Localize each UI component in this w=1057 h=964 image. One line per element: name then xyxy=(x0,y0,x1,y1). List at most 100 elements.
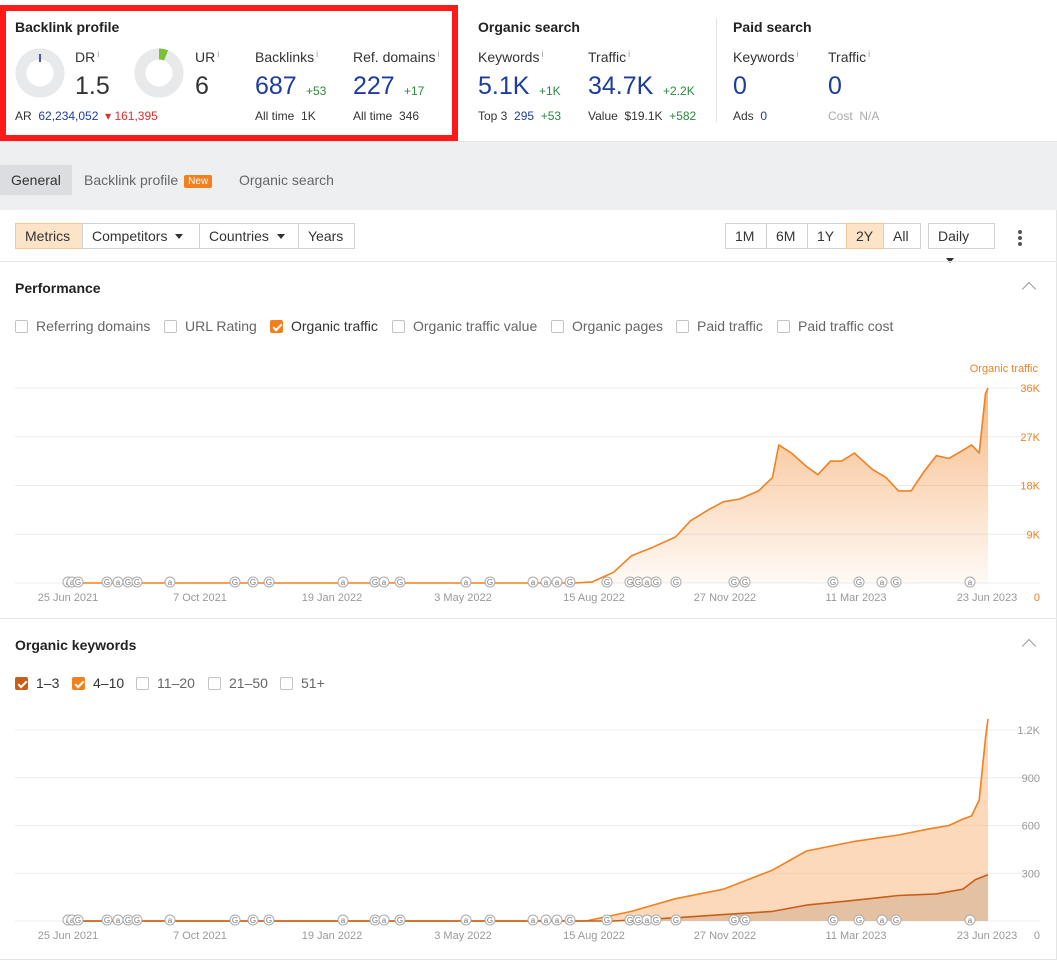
series-line-4-10 xyxy=(68,718,989,922)
organic-keywords-delta: +1K xyxy=(539,84,561,98)
checkbox-organic-pages[interactable]: Organic pages xyxy=(551,318,663,334)
series-line-1-3 xyxy=(68,874,989,922)
svg-text:a: a xyxy=(531,578,536,587)
checkbox-organic-traffic[interactable]: Organic traffic xyxy=(270,318,378,334)
svg-text:G: G xyxy=(604,916,610,925)
checkbox-organic-traffic-value[interactable]: Organic traffic value xyxy=(392,318,537,334)
checkbox-pos-11-20[interactable]: 11–20 xyxy=(136,675,195,691)
competitors-dropdown[interactable]: Competitors xyxy=(82,223,200,249)
svg-text:a: a xyxy=(116,916,121,925)
top3-value[interactable]: 295 xyxy=(514,109,535,123)
ur-donut-icon xyxy=(134,48,184,98)
google-update-marker-icon: G xyxy=(601,914,613,926)
paid-traffic-label[interactable]: Traffic i xyxy=(828,49,871,65)
svg-text:a: a xyxy=(880,578,885,587)
refdomains-label[interactable]: Ref. domains i xyxy=(353,49,440,65)
collapse-chevron-icon[interactable] xyxy=(1021,638,1037,654)
organic-traffic-value[interactable]: 34.7K xyxy=(588,72,654,100)
x-tick-label: 27 Nov 2022 xyxy=(694,592,756,604)
granularity-dropdown[interactable]: Daily xyxy=(928,223,995,263)
backlinks-alltime: All time 1K xyxy=(255,109,316,123)
google-update-marker-icon: G xyxy=(739,914,751,926)
organic-keywords-value[interactable]: 5.1K xyxy=(478,72,530,100)
y-tick-label: 18K xyxy=(1020,481,1040,493)
refdomains-value[interactable]: 227 xyxy=(353,72,395,100)
svg-text:a: a xyxy=(464,916,469,925)
checkbox-pos-21-50[interactable]: 21–50 xyxy=(208,675,268,691)
svg-text:G: G xyxy=(856,578,862,587)
backlinks-value[interactable]: 687 xyxy=(255,72,297,100)
google-update-marker-icon: G xyxy=(229,914,241,926)
organic-traffic-label[interactable]: Traffic i xyxy=(588,49,631,65)
ar-value[interactable]: 62,234,052 xyxy=(38,109,99,123)
svg-text:G: G xyxy=(567,916,573,925)
range-1y-button[interactable]: 1Y xyxy=(807,223,847,249)
svg-text:a: a xyxy=(116,578,121,587)
svg-text:G: G xyxy=(397,916,403,925)
tab-backlink-profile[interactable]: Backlink profile New xyxy=(73,165,223,195)
ahrefs-update-marker-icon: a xyxy=(527,914,539,926)
range-all-button[interactable]: All xyxy=(883,223,921,249)
range-2y-button[interactable]: 2Y xyxy=(846,223,884,249)
checkbox-referring-domains[interactable]: Referring domains xyxy=(15,318,150,334)
organic-keywords-label[interactable]: Keywords i xyxy=(478,49,544,65)
x-tick-label: 25 Jun 2021 xyxy=(38,592,99,604)
paid-keywords-value[interactable]: 0 xyxy=(733,72,747,100)
x-tick-label: 25 Jun 2021 xyxy=(38,930,99,942)
google-update-marker-icon: G xyxy=(394,914,406,926)
top3-row: Top 3 295 +53 xyxy=(478,109,562,123)
metrics-button[interactable]: Metrics xyxy=(15,223,83,249)
svg-text:G: G xyxy=(673,578,679,587)
svg-text:G: G xyxy=(487,916,493,925)
organic-search-title: Organic search xyxy=(478,19,580,35)
metrics-header: Backlink profile DR i 1.5 UR i 6 AR 62,234… xyxy=(0,0,1057,142)
range-1m-button[interactable]: 1M xyxy=(725,223,767,249)
x-tick-label: 7 Oct 2021 xyxy=(173,930,227,942)
svg-text:G: G xyxy=(232,578,238,587)
ahrefs-update-marker-icon: a xyxy=(540,576,552,588)
backlinks-label[interactable]: Backlinks i xyxy=(255,49,319,65)
google-update-marker-icon: G xyxy=(484,914,496,926)
google-update-marker-icon: G xyxy=(650,914,662,926)
x-tick-label: 3 May 2022 xyxy=(434,930,491,942)
ahrefs-update-marker-icon: a xyxy=(164,576,176,588)
svg-text:a: a xyxy=(70,916,75,925)
paid-traffic-value[interactable]: 0 xyxy=(828,72,842,100)
ahrefs-update-marker-icon: a xyxy=(964,576,976,588)
svg-text:a: a xyxy=(341,578,346,587)
google-update-marker-icon: G xyxy=(601,576,613,588)
ahrefs-update-marker-icon: a xyxy=(112,576,124,588)
google-update-marker-icon: G xyxy=(263,576,275,588)
organic-keywords-chart[interactable]: 0 300 600 900 1.2K 25 Jun 2021 7 Oct 2021 19 Ja… xyxy=(0,708,1057,950)
google-update-marker-icon: G xyxy=(564,914,576,926)
performance-title: Performance xyxy=(15,280,101,296)
years-button[interactable]: Years xyxy=(298,223,355,249)
series-area xyxy=(68,718,988,921)
x-tick-label: 23 Jun 2023 xyxy=(957,930,1018,942)
checkbox-pos-1-3[interactable]: 1–3 xyxy=(15,675,59,691)
collapse-chevron-icon[interactable] xyxy=(1021,281,1037,297)
ahrefs-update-marker-icon: a xyxy=(964,914,976,926)
dr-value: 1.5 xyxy=(75,72,110,100)
svg-text:a: a xyxy=(555,578,560,587)
google-update-marker-icon: G xyxy=(739,576,751,588)
svg-text:G: G xyxy=(134,578,140,587)
checkbox-paid-traffic-cost[interactable]: Paid traffic cost xyxy=(777,318,893,334)
svg-text:a: a xyxy=(544,578,549,587)
range-6m-button[interactable]: 6M xyxy=(766,223,808,249)
paid-keywords-label[interactable]: Keywords i xyxy=(733,49,799,65)
x-tick-label: 15 Aug 2022 xyxy=(563,592,625,604)
svg-text:a: a xyxy=(968,578,973,587)
checkbox-paid-traffic[interactable]: Paid traffic xyxy=(676,318,763,334)
checkbox-pos-4-10[interactable]: 4–10 xyxy=(72,675,124,691)
more-options-icon[interactable] xyxy=(1018,230,1024,246)
checkbox-url-rating[interactable]: URL Rating xyxy=(164,318,257,334)
dr-label[interactable]: DR i xyxy=(75,49,100,65)
tab-organic-search[interactable]: Organic search xyxy=(239,172,334,188)
checkbox-pos-51-plus[interactable]: 51+ xyxy=(280,675,325,691)
countries-dropdown[interactable]: Countries xyxy=(199,223,299,249)
svg-text:a: a xyxy=(464,578,469,587)
tab-general[interactable]: General xyxy=(0,165,72,195)
organic-traffic-chart[interactable]: 0 9K 18K 27K 36K 25 Jun 2021 7 Oct 2021 19 Jan … xyxy=(0,350,1057,615)
ur-label[interactable]: UR i xyxy=(195,49,220,65)
